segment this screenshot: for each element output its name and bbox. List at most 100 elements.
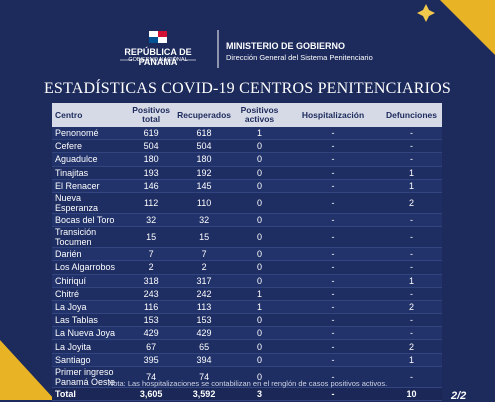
column-header: Centro [52,103,129,127]
table-cell: - [285,260,381,275]
title: ESTADÍSTICAS COVID-19 CENTROS PENITENCIA… [43,80,452,97]
table-cell: 0 [234,139,285,154]
corner-triangle [0,340,55,400]
table-cell: 7 [128,247,175,262]
sparkle [417,4,435,22]
total-cell: 3 [234,387,285,402]
table-cell: Santiago [52,353,129,367]
table-row: Las Tablas 153 153 0- - [52,313,442,328]
table-cell: - [285,166,381,180]
table-row: La Joya 116 113 1-2 [52,300,442,315]
table-cell: - [381,366,442,388]
table-cell: - [381,213,442,228]
table-cell: 67 [128,339,175,354]
table-cell: 192 [174,166,234,180]
table-cell: 0 [234,166,285,180]
table-cell: 113 [174,300,234,315]
table-cell: 0 [234,260,285,275]
total-cell: Total [52,387,129,402]
table-cell: Primer ingreso Panamá Oeste [52,366,129,388]
table-cell: 0 [234,339,285,354]
country: REPÚBLICA DE PANAMÁ [124,47,192,67]
table-row: Primer ingreso Panamá Oeste 74 74 0- - [52,366,442,388]
table-cell: 0 [234,179,285,193]
table-cell: 394 [174,353,234,367]
table-row: Los Algarrobos 2 2 0- - [52,260,442,275]
table-cell: 1 [381,274,442,288]
column-header: Hospitalización [285,103,381,127]
table-cell: Tinajitas [52,166,129,180]
table-cell: - [285,339,381,354]
table-cell: - [285,326,381,341]
table-cell: - [381,247,442,262]
table-cell: - [285,287,381,301]
table-cell: 146 [128,179,175,193]
total-row: Total 3,605 3,592 3-10 [52,387,442,402]
table-cell: 116 [128,300,175,315]
table-cell: Nueva Esperanza [52,192,129,214]
stats-table: Centro Positivos total Recuperados Positivo… [52,103,442,402]
table-row: Darién 7 7 0- - [52,247,442,262]
table-row: Santiago 395 394 0-1 [52,353,442,367]
table-cell: 110 [174,192,234,214]
table-cell: 2 [174,260,234,275]
table-row: La Joyita 67 65 0-2 [52,339,442,354]
column-header: Defunciones [381,103,442,127]
total-cell: 10 [381,387,442,402]
table-cell: 429 [174,326,234,341]
table-cell: - [285,192,381,214]
table-cell: - [285,313,381,328]
table-cell: - [285,179,381,193]
page-number: 2/2 [451,390,467,402]
table-cell: 242 [174,287,234,301]
table-row: El Renacer 146 145 0-1 [52,179,442,193]
table-cell: Transición Tocumen [52,226,129,249]
column-header: Positivos activos [234,103,285,127]
table-cell: - [381,326,442,341]
table-cell: 0 [234,247,285,262]
table-cell: 153 [128,313,175,328]
table-row: Transición Tocumen 15 15 0- - [52,226,442,249]
table-cell: 317 [174,274,234,288]
table-cell: - [285,139,381,154]
table-cell: 153 [174,313,234,328]
table-row: Tinajitas 193 192 0-1 [52,166,442,180]
table-cell: 395 [128,353,175,367]
table-cell: - [381,226,442,249]
total-cell: 3,605 [128,387,175,402]
table-cell: 0 [234,353,285,367]
table-cell: 180 [128,152,175,167]
table-cell: - [285,152,381,167]
corner-triangle [440,0,495,55]
table-cell: - [381,313,442,328]
table-cell: 0 [234,192,285,214]
note: Nota: Las hospitalizaciones se contabili… [107,379,388,388]
table-cell: 2 [128,260,175,275]
table-cell: 429 [128,326,175,341]
table-cell: 74 [174,366,234,388]
table-row: Chiriquí 318 317 0-1 [52,274,442,288]
table-cell: La Nueva Joya [52,326,129,341]
column-header: Recuperados [174,103,234,127]
table-cell: Penonomé [52,127,129,141]
table-cell: 32 [174,213,234,228]
table-cell: La Joya [52,300,129,315]
total-cell: - [285,387,381,402]
table-cell: Cefere [52,139,129,154]
table-cell: 0 [234,226,285,249]
table-cell: 0 [234,313,285,328]
table-cell: 1 [381,179,442,193]
table-row: Aguadulce 180 180 0- - [52,152,442,167]
table-cell: 193 [128,166,175,180]
table-row: Nueva Esperanza 112 110 0-2 [52,192,442,214]
table-cell: Las Tablas [52,313,129,328]
table-cell: 318 [128,274,175,288]
table-cell: 504 [128,139,175,154]
table-cell: - [285,127,381,141]
table-row: Bocas del Toro 32 32 0- - [52,213,442,228]
table-cell: - [285,213,381,228]
table-cell: 619 [128,127,175,141]
table-cell: 0 [234,326,285,341]
